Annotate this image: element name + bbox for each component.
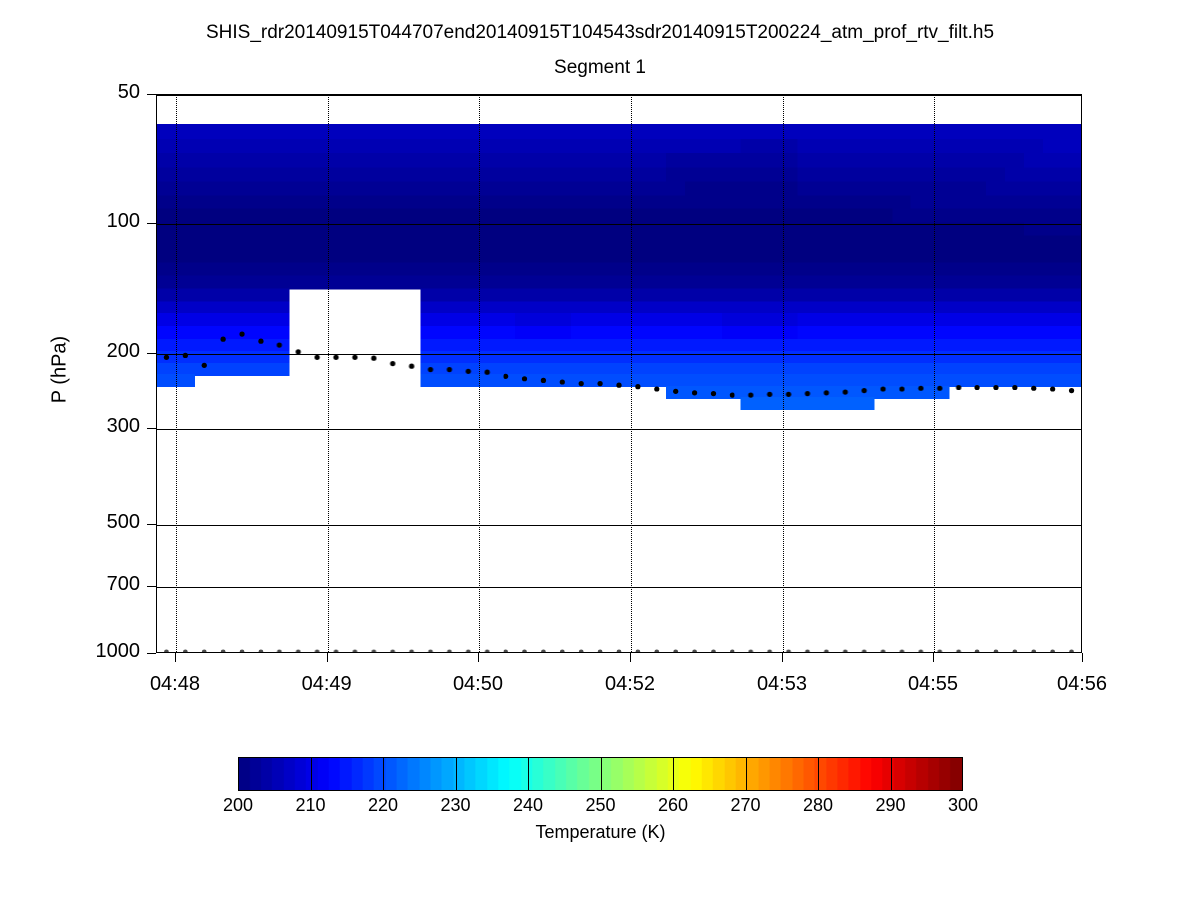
colorbar-label-300: 300 [947, 795, 979, 815]
xtick-label-04:49: 04:49 [301, 673, 352, 695]
ytick-300 [147, 428, 156, 430]
colorbar-tick-260 [673, 757, 674, 791]
xtick-label-04:50: 04:50 [452, 673, 503, 695]
xtick-04:48 [174, 653, 176, 662]
gridline-v-04:49 [327, 95, 329, 652]
colorbar-tick-220 [383, 757, 384, 791]
gridline-v-04:50 [478, 95, 480, 652]
ytick-1000 [147, 653, 156, 654]
ytick-label-700: 700 [106, 573, 140, 596]
figure-subtitle: Segment 1 [554, 57, 646, 78]
ytick-100 [147, 223, 156, 225]
ytick-200 [147, 352, 156, 354]
gridline-v-04:55 [934, 95, 935, 652]
xtick-label-04:56: 04:56 [1056, 673, 1108, 695]
gridline-v-04:48 [175, 95, 177, 652]
gridline-v-04:52 [631, 95, 633, 652]
colorbar-tick-290 [890, 757, 892, 791]
colorbar-label-230: 230 [440, 795, 471, 815]
xtick-label-04:52: 04:52 [604, 673, 656, 695]
ytick-700 [147, 586, 156, 588]
xtick-04:50 [477, 653, 479, 662]
xtick-04:52 [630, 653, 632, 662]
colorbar-label-270: 270 [730, 795, 761, 815]
colorbar-tick-240 [528, 757, 529, 791]
colorbar-tick-210 [310, 757, 312, 791]
xtick-label-04:55: 04:55 [907, 673, 959, 695]
colorbar-tick-270 [745, 757, 747, 791]
xtick-04:53 [781, 653, 783, 662]
colorbar-label-210: 210 [295, 795, 326, 815]
ytick-label-50: 50 [117, 81, 140, 103]
gridline-h-100 [157, 224, 1081, 226]
xtick-label-04:53: 04:53 [756, 673, 807, 695]
ytick-label-200: 200 [106, 339, 140, 362]
gridline-h-300 [157, 429, 1081, 431]
xtick-04:55 [933, 653, 934, 662]
gridline-h-200 [157, 353, 1081, 355]
colorbar-label-290: 290 [875, 795, 906, 815]
plot-area [156, 94, 1082, 653]
colorbar-label-250: 250 [585, 795, 616, 815]
ytick-label-500: 500 [106, 510, 140, 533]
xtick-04:56 [1082, 653, 1083, 662]
xtick-04:49 [326, 653, 328, 662]
figure-title: SHIS_rdr20140915T044707end20140915T10454… [205, 22, 995, 43]
ytick-50 [147, 94, 156, 95]
ytick-label-300: 300 [106, 415, 140, 438]
gridline-h-500 [157, 524, 1081, 526]
colorbar-label-200: 200 [222, 795, 254, 815]
gridline-h-700 [157, 587, 1081, 589]
colorbar-title: Temperature (K) [535, 822, 666, 842]
ytick-label-1000: 1000 [95, 640, 141, 662]
colorbar-tick-250 [600, 757, 602, 791]
ytick-label-100: 100 [106, 210, 140, 233]
colorbar-label-280: 280 [802, 795, 834, 815]
colorbar-label-260: 260 [657, 795, 689, 815]
heatmap-data-layer [157, 95, 1081, 652]
colorbar-label-220: 220 [367, 795, 399, 815]
xtick-label-04:48: 04:48 [149, 673, 200, 695]
gridline-v-04:53 [782, 95, 784, 652]
ytick-500 [147, 523, 156, 525]
gridline-h-50 [157, 95, 1081, 96]
colorbar-tick-280 [818, 757, 819, 791]
y-axis-title: P (hPa) [48, 335, 71, 403]
colorbar[interactable]: 200 210 220 230 240 250 260 270 280 290 300 [223, 757, 978, 815]
colorbar-tick-230 [455, 757, 457, 791]
colorbar-label-240: 240 [512, 795, 544, 815]
